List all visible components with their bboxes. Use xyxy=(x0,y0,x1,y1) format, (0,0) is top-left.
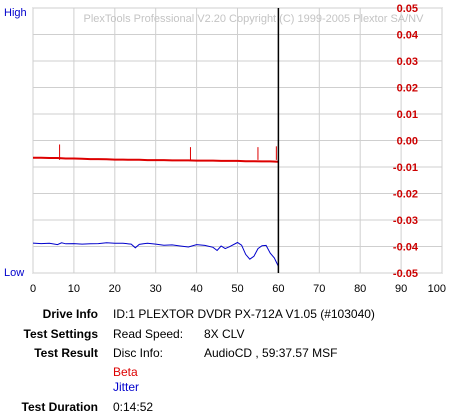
test-settings-label: Test Settings xyxy=(23,327,98,341)
right-tick-label: -0.04 xyxy=(393,242,419,254)
test-duration-label: Test Duration xyxy=(21,400,98,414)
right-tick-label: 0.02 xyxy=(397,83,418,95)
x-tick-label: 0 xyxy=(30,283,36,295)
right-tick-label: 0.01 xyxy=(397,109,418,121)
drive-info-label: Drive Info xyxy=(42,307,98,321)
drive-info-value: ID:1 PLEXTOR DVDR PX-712A V1.05 (#103040… xyxy=(113,307,375,321)
right-tick-label: -0.05 xyxy=(393,268,418,280)
x-tick-label: 70 xyxy=(313,283,325,295)
x-tick-label: 50 xyxy=(231,283,243,295)
x-tick-label: 20 xyxy=(109,283,121,295)
x-tick-label: 80 xyxy=(354,283,366,295)
right-tick-label: -0.03 xyxy=(393,215,418,227)
right-tick-label: 0.03 xyxy=(397,56,418,68)
read-speed-label: Read Speed: xyxy=(113,327,184,341)
chart: PlexTools Professional V2.20 Copyright (… xyxy=(4,3,446,295)
right-tick-label: 0.00 xyxy=(397,136,418,148)
series-layer xyxy=(32,144,279,267)
right-tick-label: 0.04 xyxy=(397,30,419,42)
x-tick-label: 60 xyxy=(272,283,284,295)
series-beta-line xyxy=(33,156,279,163)
low-label: Low xyxy=(4,267,24,279)
x-tick-labels: 0 10 20 30 40 50 60 70 80 90 100 xyxy=(30,283,446,295)
right-tick-label: 0.05 xyxy=(397,3,418,15)
legend-beta: Beta xyxy=(113,365,138,379)
x-tick-label: 90 xyxy=(395,283,407,295)
watermark: PlexTools Professional V2.20 Copyright (… xyxy=(84,13,425,25)
x-tick-label: 100 xyxy=(428,283,446,295)
high-label: High xyxy=(4,7,27,19)
disc-info-value: AudioCD , 59:37.57 MSF xyxy=(204,346,338,360)
test-result-label: Test Result xyxy=(34,346,98,360)
right-tick-label: -0.02 xyxy=(393,189,418,201)
read-speed-value: 8X CLV xyxy=(204,327,245,341)
x-tick-label: 40 xyxy=(190,283,202,295)
x-tick-label: 30 xyxy=(150,283,162,295)
disc-info-label: Disc Info: xyxy=(113,346,164,360)
legend-jitter: Jitter xyxy=(113,380,140,394)
series-jitter-line xyxy=(32,241,279,267)
x-tick-label: 10 xyxy=(68,283,80,295)
right-tick-labels: 0.05 0.04 0.03 0.02 0.01 0.00 -0.01 -0.02 -0.03 -… xyxy=(393,3,419,280)
right-tick-label: -0.01 xyxy=(393,162,418,174)
test-duration-value: 0:14:52 xyxy=(113,400,154,414)
